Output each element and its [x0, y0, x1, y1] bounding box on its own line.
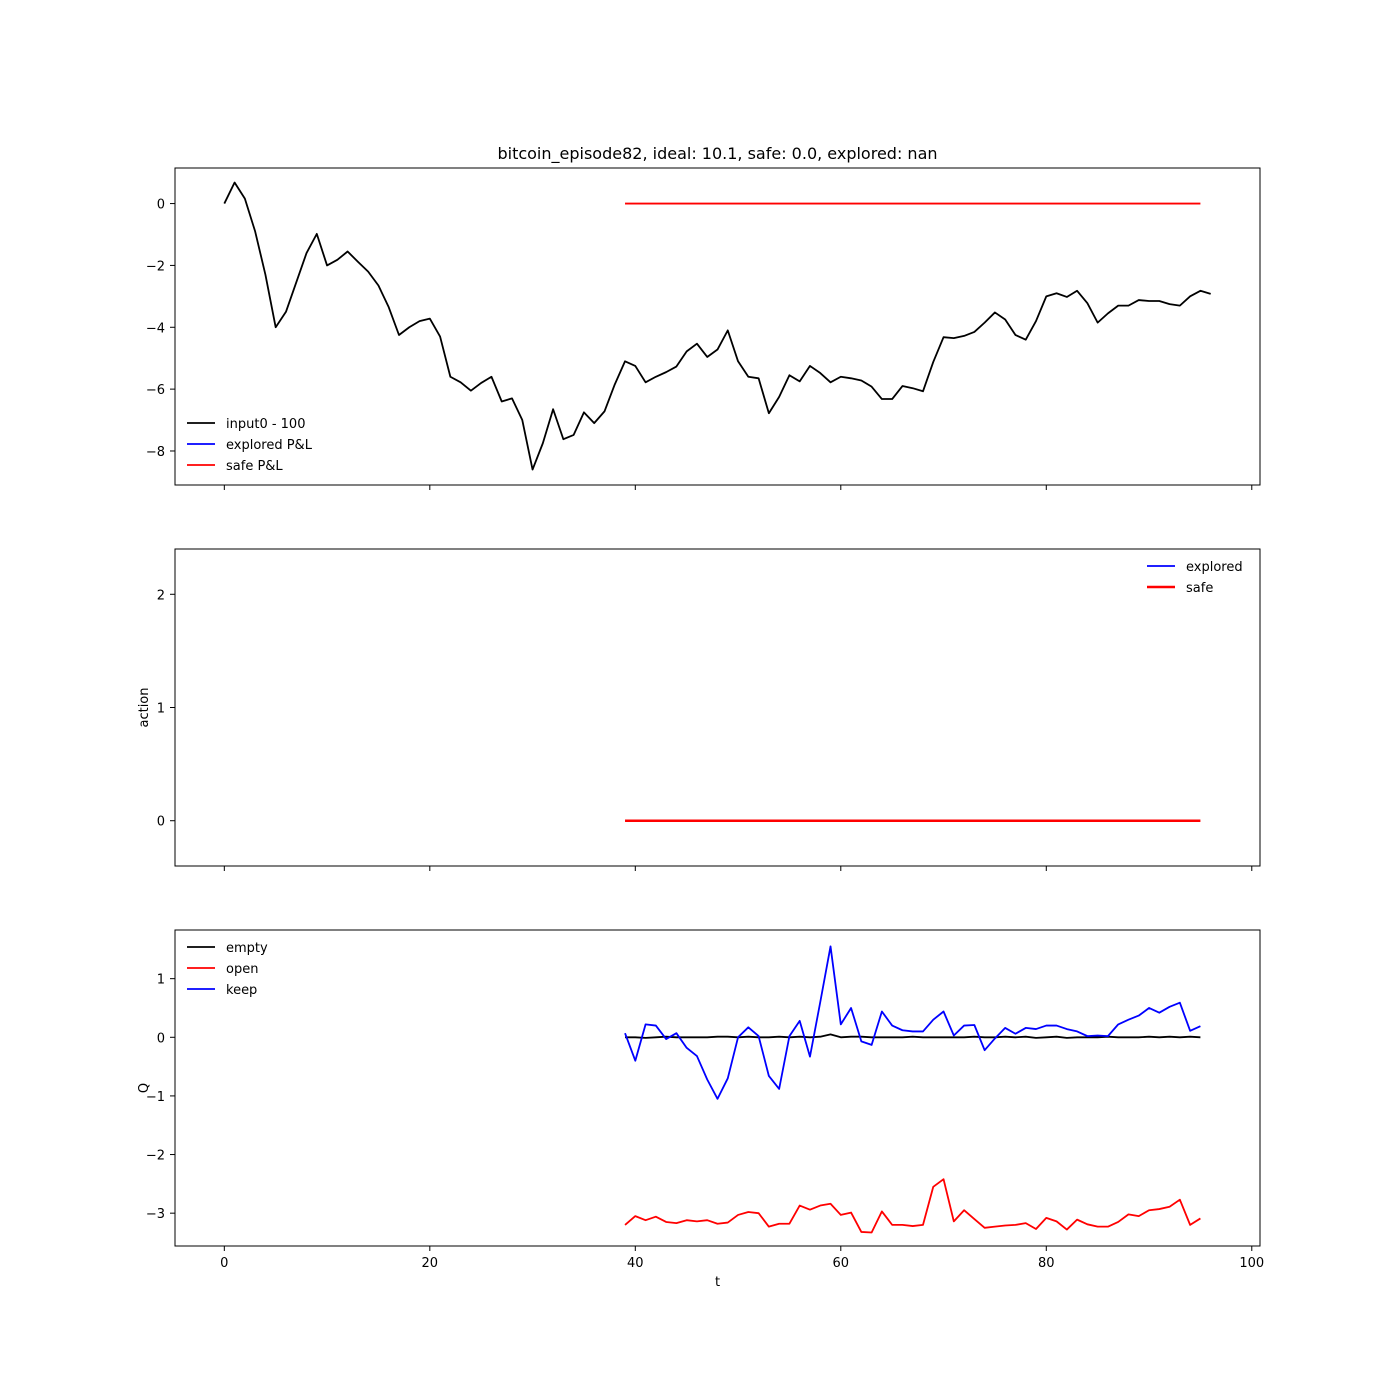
y-tick-label: 0: [157, 815, 165, 830]
y-tick-label: 1: [157, 973, 165, 988]
x-tick-label: 60: [833, 1256, 850, 1271]
axes-frame: [174, 167, 1261, 486]
axes-frame: [174, 929, 1261, 1247]
legend: empty open keep: [187, 941, 268, 998]
subplots: 0 −2 −4 −6 −8 bitcoin_episode82, ideal: 10.1,…: [137, 144, 1264, 1290]
y-tick-label: −4: [146, 321, 165, 336]
series-line-keep: [624, 945, 1201, 1100]
chart-title: bitcoin_episode82, ideal: 10.1, safe: 0.…: [497, 144, 937, 164]
legend-label: safe P&L: [226, 459, 283, 474]
x-axis-label: t: [715, 1275, 720, 1290]
y-tick-label: −2: [146, 1149, 165, 1164]
y-tick-label: 1: [157, 702, 165, 717]
legend-label: open: [226, 962, 258, 977]
legend-label: explored: [1186, 560, 1243, 575]
y-tick-label: −8: [146, 445, 165, 460]
x-tick-label: 80: [1038, 1256, 1055, 1271]
y-tick-label: −2: [146, 259, 165, 274]
legend-label: keep: [226, 983, 257, 998]
y-tick-label: 0: [157, 198, 165, 213]
x-tick-label: 20: [422, 1256, 439, 1271]
legend-label: explored P&L: [226, 438, 313, 453]
subplot-2: 0 1 2 action explored safe: [137, 548, 1261, 871]
subplot-1: 0 −2 −4 −6 −8 bitcoin_episode82, ideal: 10.1,…: [146, 144, 1261, 490]
legend-label: safe: [1186, 581, 1213, 596]
y-axis-label: Q: [137, 1083, 152, 1093]
y-tick-label: −3: [146, 1207, 165, 1222]
x-tick-label: 100: [1239, 1256, 1264, 1271]
series-line-open: [624, 1178, 1201, 1234]
series-line-empty: [625, 1033, 1201, 1039]
legend-label: empty: [226, 941, 268, 956]
y-tick-label: 2: [157, 588, 165, 603]
y-tick-label: −1: [146, 1090, 165, 1105]
legend: explored safe: [1147, 560, 1243, 596]
legend-label: input0 - 100: [226, 417, 305, 432]
x-tick-label: 0: [220, 1256, 228, 1271]
x-tick-label: 40: [627, 1256, 644, 1271]
plot-lines: [223, 181, 1211, 471]
y-axis-label: action: [137, 687, 152, 727]
y-tick-label: −6: [146, 383, 165, 398]
legend: input0 - 100 explored P&L safe P&L: [187, 417, 313, 474]
y-tick-label: 0: [157, 1031, 165, 1046]
plot-lines: [624, 945, 1201, 1234]
series-line-input0-100: [223, 181, 1211, 471]
